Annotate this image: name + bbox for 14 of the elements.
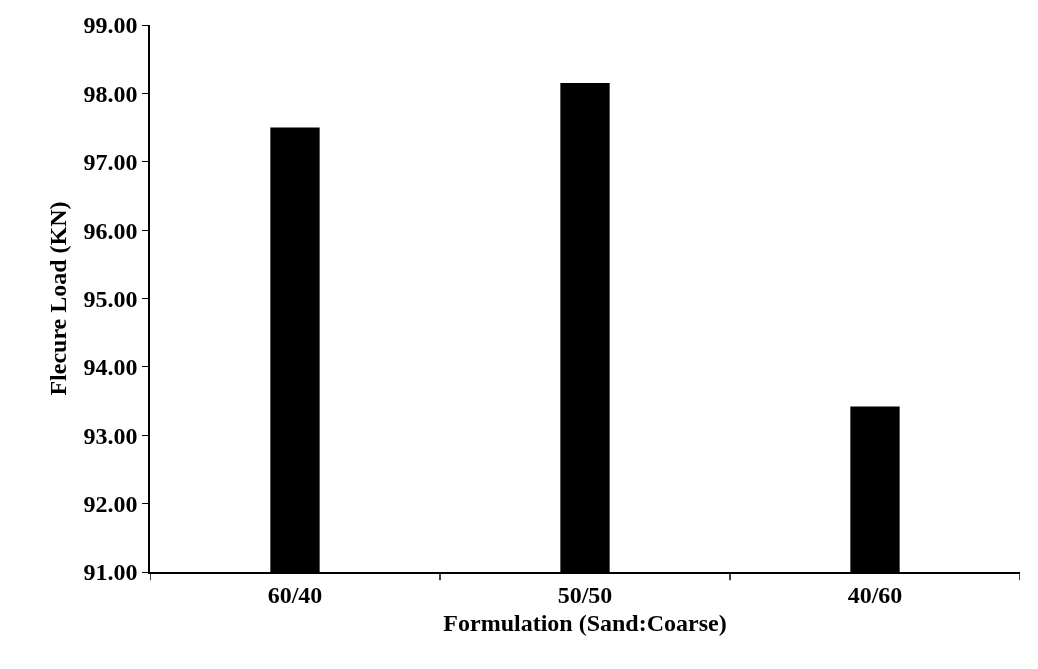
x-tick-label: 40/60 — [847, 581, 903, 608]
x-tick-label: 50/50 — [557, 581, 613, 608]
y-axis-title: Flecure Load (KN) — [45, 201, 72, 396]
y-tick-label: 92.00 — [83, 491, 138, 518]
y-tick-label: 91.00 — [83, 559, 138, 586]
y-tick-label: 99.00 — [83, 12, 138, 39]
y-tick-label: 93.00 — [83, 422, 138, 449]
y-tick-label: 98.00 — [83, 80, 138, 107]
y-tick-label: 95.00 — [83, 285, 138, 312]
y-tick-label: 94.00 — [83, 354, 138, 381]
x-tick-label: 60/40 — [267, 581, 323, 608]
y-tick-label: 96.00 — [83, 217, 138, 244]
y-tick-label: 97.00 — [83, 149, 138, 176]
x-axis-title: Formulation (Sand:Coarse) — [443, 610, 727, 637]
